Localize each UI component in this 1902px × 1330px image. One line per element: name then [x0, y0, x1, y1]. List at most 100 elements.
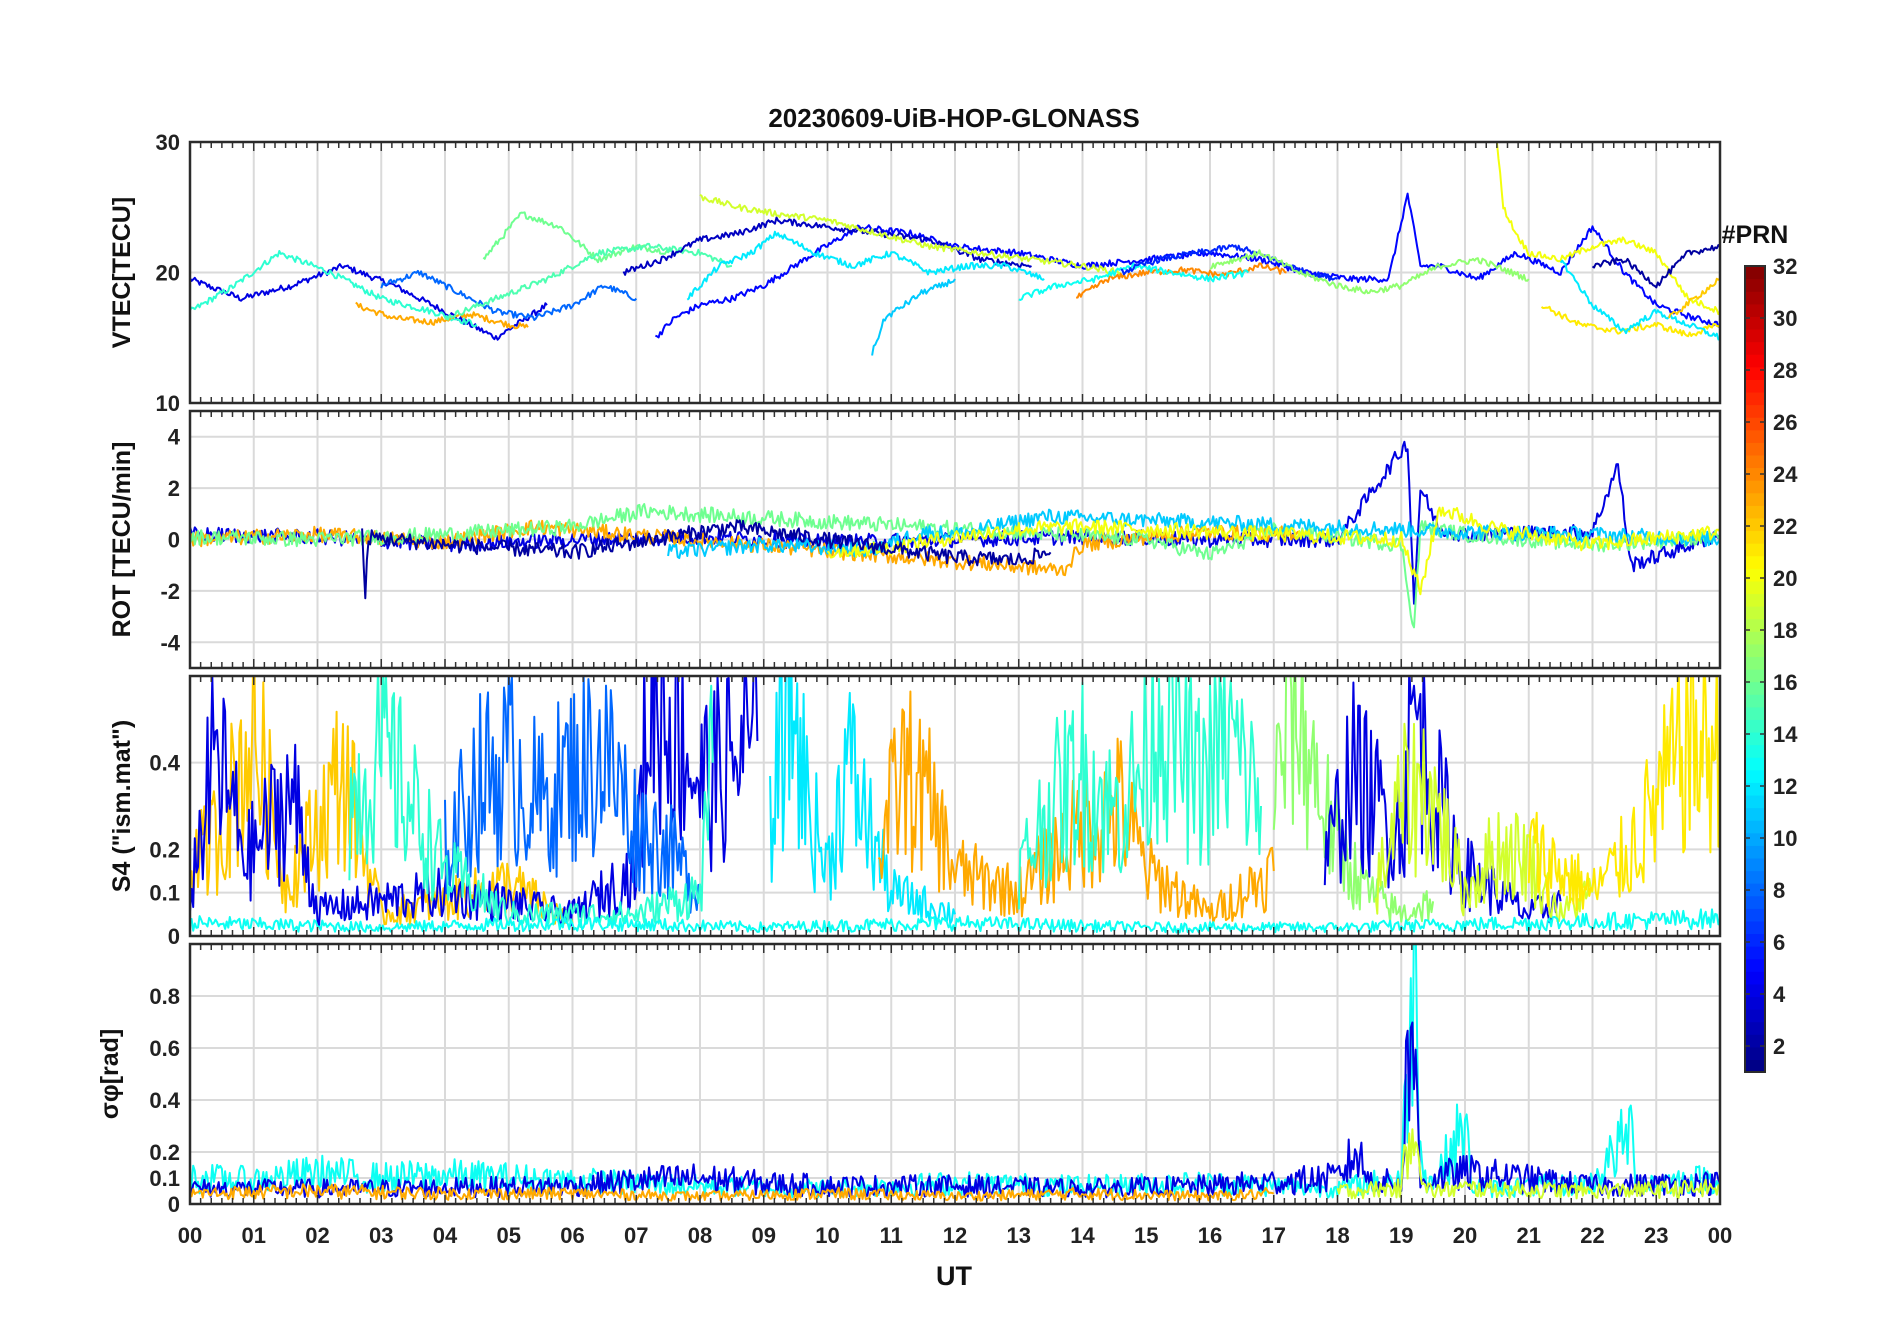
- x-tick-label: 03: [369, 1223, 393, 1248]
- x-tick-label: 12: [943, 1223, 967, 1248]
- x-tick-label: 20: [1453, 1223, 1477, 1248]
- colorbar-swatch: [1745, 870, 1765, 884]
- x-tick-label: 09: [752, 1223, 776, 1248]
- y-tick-label: 0.4: [149, 1088, 180, 1113]
- series-line-prn-12: [1559, 259, 1720, 341]
- y-tick-label: 10: [156, 391, 180, 416]
- colorbar-tick-label: 14: [1773, 722, 1798, 747]
- colorbar-swatch: [1745, 467, 1765, 481]
- colorbar-tick-label: 2: [1773, 1034, 1785, 1059]
- x-tick-label: 02: [305, 1223, 329, 1248]
- colorbar-swatch: [1745, 807, 1765, 821]
- y-axis-label: VTEC[TECU]: [108, 197, 136, 348]
- x-tick-label: 19: [1389, 1223, 1413, 1248]
- colorbar-tick-label: 8: [1773, 878, 1785, 903]
- colorbar-swatch: [1745, 1009, 1765, 1023]
- x-tick-label: 06: [560, 1223, 584, 1248]
- series-line-prn-12: [769, 676, 956, 925]
- series-line-prn-19: [699, 193, 1122, 275]
- y-tick-label: 0.2: [149, 837, 180, 862]
- panel-vtec: 10 20 30 VTEC[TECU]: [108, 130, 1722, 416]
- colorbar-swatch: [1745, 354, 1765, 368]
- series-line-prn-5: [655, 192, 1720, 339]
- y-tick-label: -4: [160, 630, 180, 655]
- x-tick-label: 16: [1198, 1223, 1222, 1248]
- colorbar-swatch: [1745, 631, 1765, 645]
- x-tick-label: 08: [688, 1223, 712, 1248]
- colorbar-swatch: [1745, 429, 1765, 443]
- y-axis-label: ROT [TECU/min]: [108, 442, 136, 638]
- colorbar-swatch: [1745, 568, 1765, 582]
- colorbar-frame: [1744, 265, 1766, 1073]
- colorbar-swatch: [1745, 794, 1765, 809]
- series-group: [190, 142, 1720, 356]
- colorbar-swatch: [1745, 782, 1765, 796]
- series-line-prn-20: [1495, 142, 1720, 316]
- colorbar-swatch: [1745, 580, 1765, 595]
- series-line-prn-19: [1336, 1128, 1720, 1200]
- series-line-prn-24: [1076, 262, 1287, 299]
- colorbar-swatch: [1745, 996, 1765, 1010]
- series-line-prn-14: [190, 250, 478, 328]
- x-tick-label: 00: [1708, 1223, 1732, 1248]
- series-line-prn-14: [1017, 676, 1262, 910]
- colorbar-tick-label: 12: [1773, 774, 1797, 799]
- x-tick-labels: 00 01 02 03 04 05 06 07 08 09 10 11 12 13 14 15 16 17 18 19…: [178, 1223, 1732, 1248]
- series-line-prn-14: [348, 676, 714, 928]
- series-line-prn-8: [444, 676, 701, 914]
- series-line-prn-11: [871, 278, 956, 356]
- colorbar-swatch: [1745, 543, 1765, 557]
- colorbar-swatch: [1745, 480, 1765, 494]
- colorbar-swatch: [1745, 908, 1765, 922]
- colorbar-tick-label: 26: [1773, 410, 1797, 435]
- colorbar-swatch: [1745, 593, 1765, 607]
- colorbar-swatch: [1745, 719, 1765, 733]
- colorbar-swatch: [1745, 278, 1765, 292]
- x-tick-label: 14: [1070, 1223, 1095, 1248]
- colorbar-swatch: [1745, 366, 1765, 380]
- colorbar-swatch: [1745, 379, 1765, 393]
- colorbar-swatch: [1745, 517, 1765, 532]
- y-tick-label: 0: [168, 924, 180, 949]
- series-line-prn-17: [1209, 249, 1530, 295]
- colorbar-swatch: [1745, 266, 1765, 280]
- x-tick-label: 13: [1007, 1223, 1031, 1248]
- x-tick-label: 10: [815, 1223, 839, 1248]
- series-line-prn-20: [826, 506, 1720, 596]
- axes-box: [188, 140, 1722, 405]
- colorbar-swatch: [1745, 555, 1765, 569]
- colorbar-tick-label: 30: [1773, 306, 1797, 331]
- y-tick-label: -2: [160, 579, 180, 604]
- colorbar-swatch: [1745, 341, 1765, 355]
- series-line-prn-22: [190, 676, 574, 926]
- colorbar-swatch: [1745, 857, 1765, 872]
- x-tick-label: 18: [1325, 1223, 1349, 1248]
- colorbar-swatch: [1745, 316, 1765, 330]
- colorbar-tick-label: 22: [1773, 514, 1797, 539]
- series-line-prn-23: [877, 690, 1275, 924]
- colorbar-tick-label: 10: [1773, 826, 1797, 851]
- panel-rot: -4 -2 0 2 4 ROT [TECU/min]: [108, 409, 1722, 670]
- colorbar-swatch: [1745, 606, 1765, 620]
- axes-box: [188, 409, 1722, 670]
- series-line-prn-21: [1540, 305, 1720, 338]
- series-line-prn-4: [190, 263, 548, 341]
- y-tick-label: 30: [156, 130, 180, 155]
- colorbar-swatch: [1745, 404, 1765, 418]
- y-tick-label: 0.2: [149, 1140, 180, 1165]
- x-tick-label: 15: [1134, 1223, 1158, 1248]
- colorbar-swatch: [1745, 958, 1765, 972]
- colorbar-swatch: [1745, 1034, 1765, 1048]
- y-tick-label: 0.8: [149, 984, 180, 1009]
- colorbar-swatch: [1745, 618, 1765, 632]
- y-tick-label: 0.1: [149, 1166, 180, 1191]
- colorbar-tick-label: 32: [1773, 254, 1797, 279]
- panel-sigma_phi: 00.10.2 0.4 0.6 0.8 σφ[rad]: [96, 942, 1722, 1217]
- series-line-prn-4: [1323, 676, 1562, 924]
- colorbar-swatch: [1745, 832, 1765, 846]
- colorbar-swatch: [1745, 454, 1765, 469]
- colorbar-swatch: [1745, 769, 1765, 783]
- y-tick-label: 20: [156, 261, 180, 286]
